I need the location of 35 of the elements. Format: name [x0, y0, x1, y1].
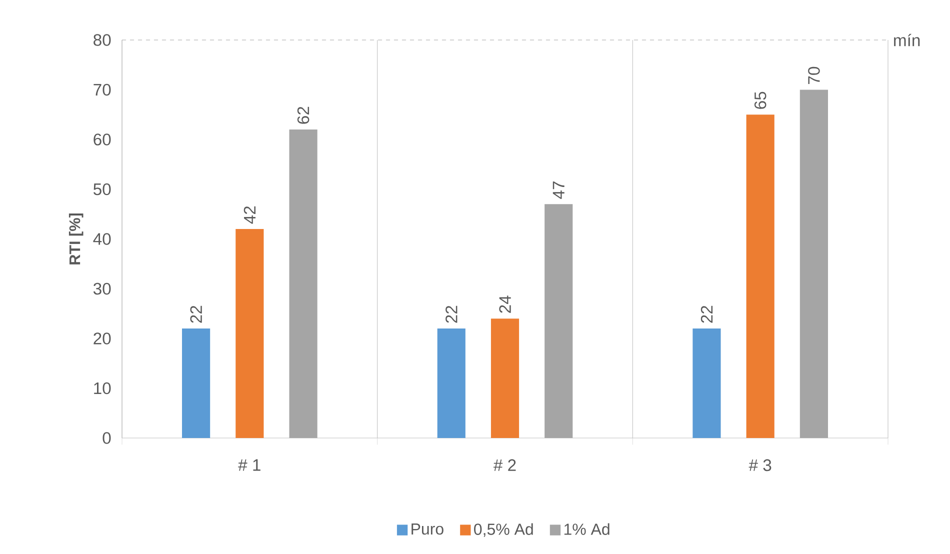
data-label: 47 [552, 182, 564, 199]
bar [437, 328, 466, 438]
y-tick-label: 20 [94, 332, 111, 344]
data-label: 65 [754, 92, 766, 109]
data-label: 24 [499, 296, 511, 313]
y-tick-label: 30 [93, 282, 111, 295]
y-tick-label: 80 [94, 34, 111, 46]
x-tick-label: # 2 [494, 459, 516, 471]
data-label: 42 [244, 206, 256, 224]
x-tick-label: # 3 [748, 459, 772, 472]
bar [544, 204, 573, 438]
y-tick-label: 50 [94, 183, 111, 196]
y-tick-label: 10 [94, 382, 111, 394]
data-label: 62 [297, 106, 310, 124]
legend-label: 0,5% Ad [474, 523, 533, 537]
y-tick-label: 0 [102, 432, 111, 444]
data-label: 22 [700, 306, 713, 323]
bar [490, 318, 520, 438]
data-label: 22 [190, 306, 202, 323]
y-tick-label: 40 [93, 233, 111, 245]
ref-line-label: mín [894, 34, 920, 46]
bar [236, 229, 264, 438]
legend-label: 1% Ad [564, 523, 610, 535]
y-tick-label: 60 [94, 134, 111, 146]
bar [289, 130, 318, 438]
bar [746, 114, 774, 438]
data-label: 70 [808, 66, 820, 84]
x-tick-label: # 1 [238, 459, 260, 471]
bar [692, 328, 721, 438]
y-axis-title: RTI [%] [68, 213, 84, 264]
bar [182, 328, 210, 438]
legend-label: Puro [412, 524, 444, 535]
data-label: 22 [446, 306, 458, 323]
bar [800, 90, 828, 438]
y-tick-label: 70 [94, 84, 111, 96]
